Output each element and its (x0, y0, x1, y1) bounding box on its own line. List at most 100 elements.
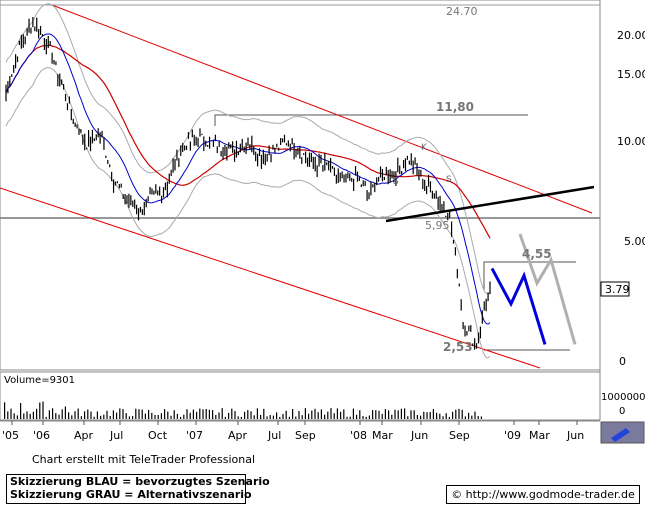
volume-bar (311, 410, 313, 419)
x-axis-panel (0, 421, 600, 443)
volume-bar (327, 411, 329, 419)
x-tick-label: '05 (2, 429, 19, 442)
volume-bar (333, 413, 335, 419)
volume-bar (276, 412, 278, 419)
volume-bar (439, 413, 441, 419)
volume-bar (13, 413, 15, 419)
x-tick-label: Sep (295, 429, 316, 442)
volume-bar (324, 414, 326, 419)
volume-bar (423, 411, 425, 419)
volume-bar (474, 411, 476, 419)
volume-bar (80, 416, 82, 419)
target-line (483, 261, 576, 290)
volume-bar (410, 410, 412, 419)
volume-bar (234, 411, 236, 419)
volume-bar (336, 408, 338, 419)
volume-bar (157, 414, 159, 419)
resistance-line (214, 114, 528, 126)
volume-bar (308, 413, 310, 419)
bollinger-upper-band (5, 3, 491, 295)
volume-bar (426, 412, 428, 419)
volume-bar (116, 412, 118, 419)
volume-bar (455, 409, 457, 419)
volume-bar (253, 415, 255, 419)
volume-bar (378, 410, 380, 419)
volume-bar (247, 410, 249, 419)
volume-bar (416, 415, 418, 419)
volume-bar (477, 416, 479, 419)
scenario-legend: Skizzierung BLAU = bevorzugtes Szenario … (6, 474, 270, 504)
pattern-letter-shoulder-left: S (393, 177, 399, 187)
volume-bar (362, 416, 364, 419)
volume-tick-label: 1000000 (601, 392, 645, 403)
volume-bar (100, 415, 102, 419)
volume-bar (84, 411, 86, 419)
y-tick-label: 10.00 (617, 135, 645, 148)
volume-bar (42, 401, 44, 419)
volume-bar (64, 406, 66, 419)
y-tick-label: 0 (619, 355, 626, 368)
volume-bar (436, 412, 438, 419)
x-tick-label: Jul (109, 429, 123, 442)
volume-bar (314, 408, 316, 419)
volume-bar (429, 412, 431, 419)
volume-bar (413, 410, 415, 419)
volume-bar (23, 413, 25, 419)
volume-bar (388, 410, 390, 419)
volume-bar (202, 409, 204, 419)
x-tick-label: '09 (504, 429, 521, 442)
volume-bar (256, 408, 258, 419)
y-tick-label: 5.00 (624, 235, 645, 248)
y-tick-label: 15.00 (617, 68, 645, 81)
volume-bar (45, 416, 47, 419)
volume-bar (141, 409, 143, 419)
y-axis-panel (600, 0, 645, 420)
volume-bar (349, 416, 351, 419)
volume-bar (58, 414, 60, 419)
volume-bar (160, 413, 162, 419)
volume-bar (55, 413, 57, 419)
volume-bar (218, 412, 220, 419)
volume-bar (397, 410, 399, 419)
volume-bar (96, 411, 98, 419)
volume-bar (295, 416, 297, 419)
volume-bar (304, 408, 306, 419)
volume-bar (26, 411, 28, 419)
copyright-link[interactable]: © http://www.godmode-trader.de (446, 485, 640, 504)
annotation-resistance: 11,80 (436, 100, 474, 114)
volume-bar (16, 415, 18, 419)
volume-bar (164, 409, 166, 419)
x-tick-label: Jun (566, 429, 584, 442)
volume-bar (154, 414, 156, 419)
chart-credit: Chart erstellt mit TeleTrader Profession… (32, 453, 256, 466)
pattern-letter-head: K (421, 143, 428, 153)
x-tick-label: Jun (410, 429, 428, 442)
volume-bar (205, 408, 207, 419)
volume-bar (375, 410, 377, 419)
volume-bar (298, 410, 300, 419)
volume-bar (176, 413, 178, 419)
channel-upper-line (51, 4, 593, 214)
volume-bar (272, 415, 274, 419)
volume-bar (125, 413, 127, 419)
volume-bar (340, 411, 342, 419)
annotation-support: 5,95 (425, 219, 450, 232)
annotation-target: 4,55 (522, 247, 552, 261)
volume-bar (208, 409, 210, 419)
volume-bar (183, 414, 185, 419)
current-price-box (600, 281, 630, 297)
scenario-blue-line (490, 267, 547, 345)
volume-bar (132, 416, 134, 419)
volume-bar (288, 416, 290, 419)
volume-bar (445, 413, 447, 419)
volume-bar (480, 416, 482, 419)
moving-average-long (5, 44, 491, 239)
volume-bar (368, 415, 370, 419)
current-price-label: 3.79 (605, 283, 630, 296)
volume-bar (384, 409, 386, 419)
volume-bar (471, 415, 473, 419)
volume-bar (468, 412, 470, 419)
volume-bar (74, 411, 76, 419)
x-tick-label: Apr (228, 429, 248, 442)
volume-bar (148, 409, 150, 419)
